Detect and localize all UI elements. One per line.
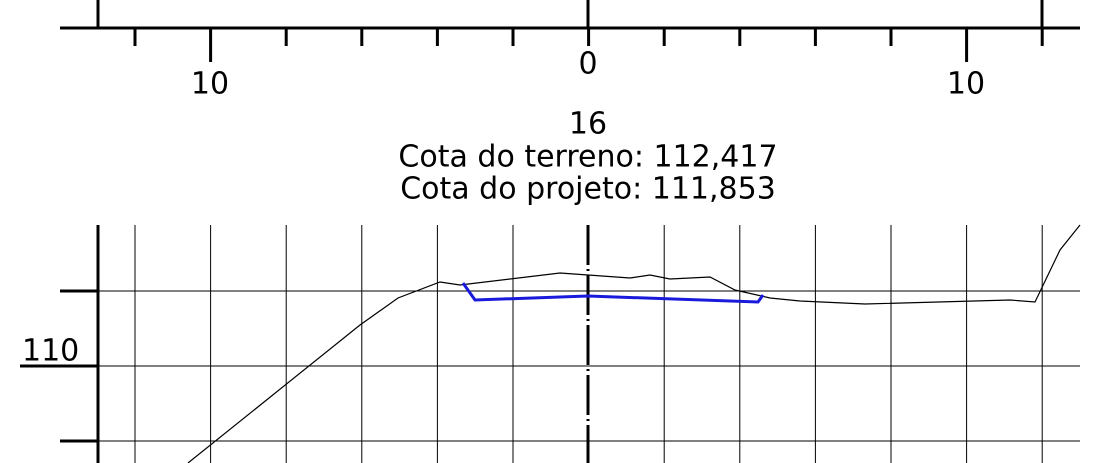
terrain-elevation: Cota do terreno: 112,417: [398, 140, 777, 175]
axis-label: 10: [947, 67, 985, 102]
station: 16: [569, 107, 607, 142]
design-elevation: Cota do projeto: 111,853: [400, 172, 776, 207]
axis-label: 10: [191, 67, 229, 102]
grid: [60, 225, 1080, 463]
ticks: [133, 28, 1044, 62]
design-line: [461, 282, 765, 304]
top-axis: 10 0 10: [60, 0, 1080, 102]
terrain-line: [187, 224, 1081, 463]
elevation-label: 110: [22, 334, 79, 369]
axis-label: 0: [578, 47, 597, 82]
